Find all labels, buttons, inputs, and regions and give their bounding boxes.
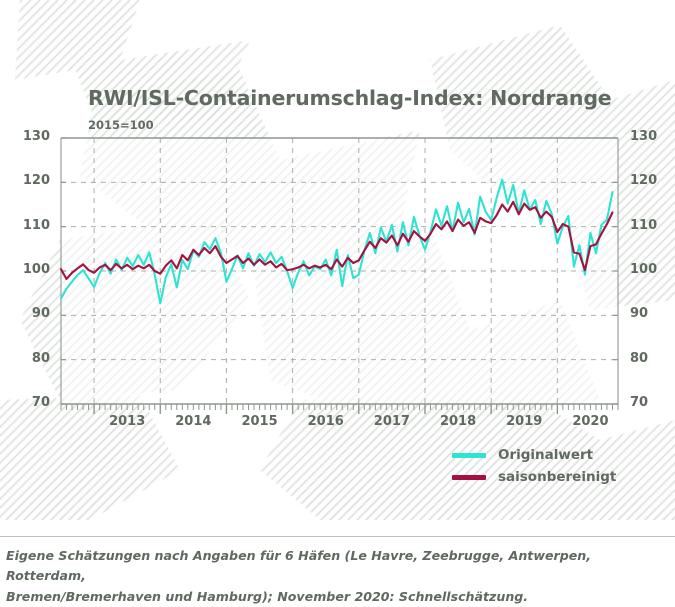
x-axis-label-2017: 2017 [373,414,410,429]
y-axis-label-right-120: 120 [630,173,658,189]
x-axis-label-2020: 2020 [572,414,609,429]
footnote-line-2: Bremen/Bremerhaven und Hamburg); Novembe… [6,588,529,604]
y-axis-label-right-70: 70 [630,395,649,410]
legend-swatch-saisonbereinigt [452,474,486,480]
y-axis-label-right-110: 110 [630,217,658,233]
x-axis-label-2013: 2013 [109,414,146,429]
y-axis-label-left-100: 100 [22,262,50,277]
y-axis-label-left-120: 120 [22,173,50,189]
x-axis-label-2015: 2015 [241,414,278,429]
y-axis-label-right-90: 90 [630,306,649,322]
footnote-divider [0,536,675,537]
x-axis-label-2018: 2018 [439,414,477,429]
page-title: RWI/ISL-Containerumschlag-Index: Nordran… [88,86,612,110]
legend-item-originalwert: Originalwert [452,444,616,466]
y-axis-label-left-90: 90 [31,306,50,322]
y-axis-label-right-80: 80 [630,350,649,366]
chart-subtitle: 2015=100 [88,118,154,132]
legend-swatch-originalwert [452,452,486,458]
x-axis-label-2014: 2014 [175,414,212,429]
legend-label-originalwert: Originalwert [498,447,594,463]
y-axis-label-left-130: 130 [22,129,50,144]
y-axis-label-right-130: 130 [630,129,658,144]
footnote-line-1: Eigene Schätzungen nach Angaben für 6 Hä… [6,548,592,584]
chart-legend: Originalwert saisonbereinigt [452,444,616,488]
legend-item-saisonbereinigt: saisonbereinigt [452,466,616,488]
legend-label-saisonbereinigt: saisonbereinigt [498,469,617,485]
x-axis-label-2016: 2016 [307,414,344,429]
y-axis-label-left-110: 110 [22,217,50,233]
y-axis-label-left-70: 70 [31,395,50,410]
x-axis-label-2019: 2019 [506,414,543,429]
y-axis-label-right-100: 100 [630,262,658,277]
y-axis-label-left-80: 80 [31,350,50,366]
